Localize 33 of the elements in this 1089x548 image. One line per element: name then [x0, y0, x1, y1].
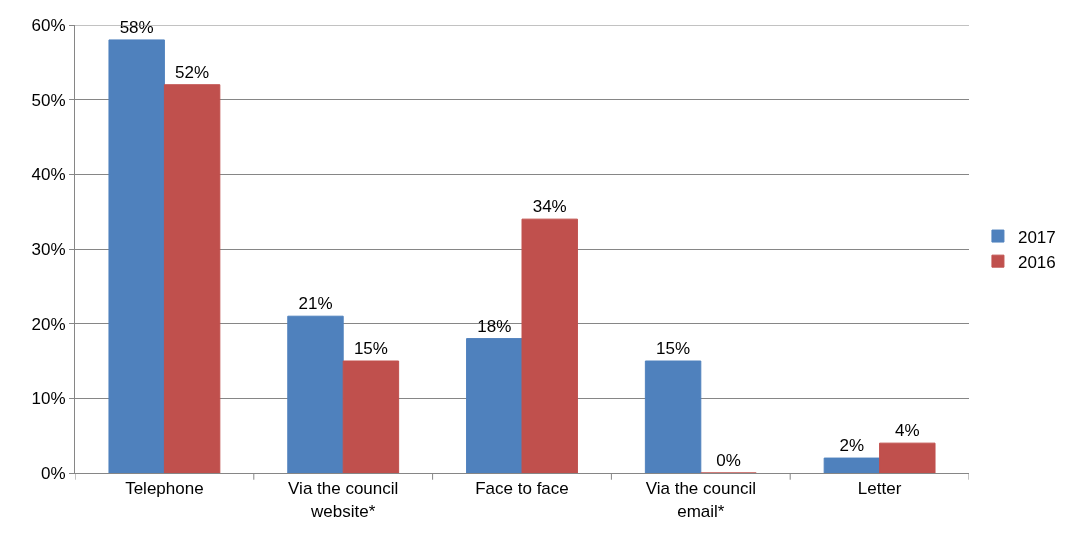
- y-tick-label: 20%: [31, 314, 66, 334]
- data-label: 34%: [532, 197, 567, 217]
- data-label: 18%: [477, 316, 512, 336]
- bar: [287, 315, 344, 473]
- bar: [823, 457, 881, 473]
- x-tick-label: Letter: [857, 479, 902, 499]
- y-tick-label: 60%: [31, 15, 66, 35]
- y-tick-label: 50%: [31, 90, 66, 110]
- x-tick-label: Via the council email*: [645, 479, 756, 521]
- bar: [466, 338, 523, 473]
- data-label: 0%: [716, 451, 741, 470]
- x-tick-label: Face to face: [475, 479, 569, 499]
- bar: [521, 218, 578, 473]
- bar: [879, 442, 936, 473]
- y-tick-label: 30%: [31, 239, 66, 259]
- data-label: 52%: [175, 62, 210, 82]
- data-label: 58%: [119, 17, 154, 37]
- legend-label: 2017: [1017, 227, 1056, 247]
- x-tick-label: Telephone: [125, 479, 204, 499]
- x-tick-label: Via the council website*: [288, 479, 399, 521]
- bar: [644, 360, 702, 473]
- bar: [342, 360, 400, 473]
- data-label: 4%: [895, 421, 920, 441]
- legend-label: 2016: [1017, 252, 1056, 272]
- data-label: 15%: [656, 339, 691, 358]
- y-tick-label: 40%: [31, 165, 66, 185]
- data-label: 15%: [353, 339, 388, 358]
- bar: [108, 39, 165, 473]
- data-label: 21%: [298, 294, 333, 314]
- y-tick-label: 0%: [41, 463, 66, 483]
- y-tick-label: 10%: [31, 389, 66, 409]
- data-label: 2%: [839, 436, 865, 456]
- bar: [163, 84, 221, 473]
